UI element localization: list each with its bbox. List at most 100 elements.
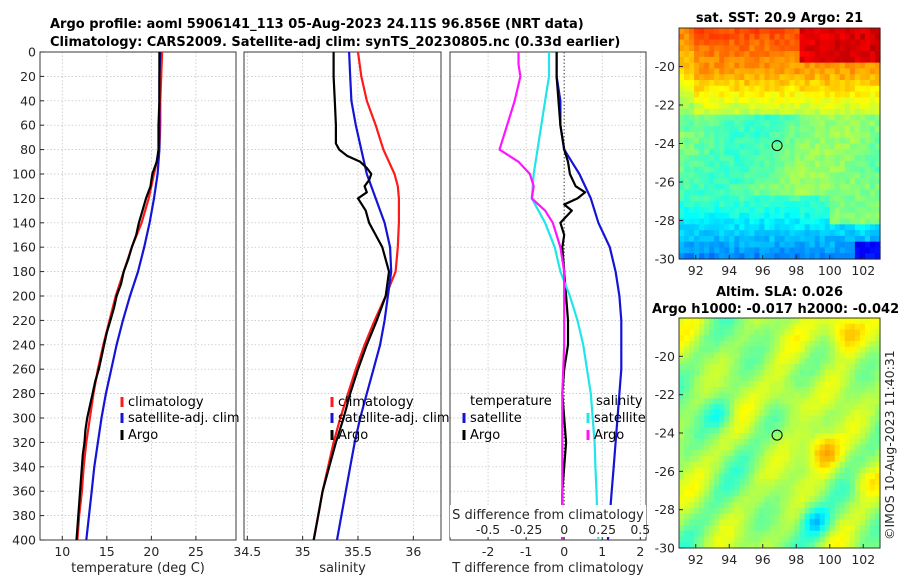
map-cell bbox=[799, 467, 806, 474]
map-cell bbox=[839, 189, 846, 197]
map-y-tick-label: -30 bbox=[655, 252, 675, 267]
map-cell bbox=[734, 74, 740, 81]
map-cell bbox=[794, 542, 801, 549]
map-cell bbox=[844, 335, 851, 342]
map-cell bbox=[809, 155, 816, 162]
map-cell bbox=[809, 502, 816, 509]
map-cell bbox=[754, 525, 761, 532]
map-cell bbox=[764, 103, 771, 110]
map-cell bbox=[814, 230, 821, 237]
map-cell bbox=[819, 341, 826, 348]
map-cell bbox=[749, 126, 755, 133]
map-cell bbox=[774, 479, 781, 486]
map-cell bbox=[869, 513, 876, 520]
map-cell bbox=[819, 444, 826, 451]
map-cell bbox=[684, 79, 690, 87]
map-cell bbox=[829, 496, 836, 503]
map-cell bbox=[839, 398, 846, 405]
map-cell bbox=[819, 235, 826, 243]
map-cell bbox=[689, 318, 695, 325]
map-cell bbox=[819, 358, 826, 365]
map-cell bbox=[829, 207, 836, 214]
map-cell bbox=[839, 120, 846, 127]
map-cell bbox=[799, 74, 806, 81]
map-cell bbox=[709, 404, 715, 411]
map-cell bbox=[714, 479, 720, 486]
map-cell bbox=[869, 79, 876, 87]
map-cell bbox=[774, 235, 781, 243]
map-cell bbox=[769, 91, 776, 98]
map-cell bbox=[869, 224, 876, 231]
map-cell bbox=[764, 525, 771, 532]
map-cell bbox=[739, 166, 745, 173]
map-cell bbox=[699, 375, 705, 382]
map-cell bbox=[734, 149, 740, 156]
map-cell bbox=[854, 224, 861, 231]
map-cell bbox=[784, 85, 791, 93]
map-cell bbox=[774, 85, 781, 93]
map-cell bbox=[764, 323, 771, 331]
map-cell bbox=[834, 427, 841, 434]
map-cell bbox=[839, 178, 846, 185]
map-cell bbox=[729, 143, 735, 150]
map-cell bbox=[739, 97, 745, 104]
map-cell bbox=[824, 323, 831, 331]
map-cell bbox=[714, 155, 720, 162]
map-cell bbox=[829, 79, 836, 87]
map-cell bbox=[759, 33, 766, 41]
map-cell bbox=[729, 421, 735, 428]
map-cell bbox=[679, 189, 685, 197]
map-cell bbox=[809, 120, 816, 127]
map-cell bbox=[759, 507, 766, 515]
map-cell bbox=[829, 444, 836, 451]
map-cell bbox=[689, 387, 695, 394]
map-cell bbox=[699, 183, 705, 191]
map-cell bbox=[724, 410, 730, 417]
map-cell bbox=[764, 364, 771, 371]
map-cell bbox=[829, 235, 836, 243]
map-cell bbox=[694, 415, 700, 423]
map-cell bbox=[779, 364, 786, 371]
map-cell bbox=[779, 398, 786, 405]
map-cell bbox=[799, 172, 806, 179]
map-cell bbox=[814, 195, 821, 202]
map-cell bbox=[874, 461, 881, 469]
map-cell bbox=[869, 195, 876, 202]
map-cell bbox=[819, 335, 826, 342]
map-cell bbox=[859, 404, 866, 411]
map-cell bbox=[774, 212, 781, 220]
map-cell bbox=[804, 387, 811, 394]
map-cell bbox=[869, 542, 876, 549]
map-cell bbox=[739, 415, 745, 423]
map-cell bbox=[679, 131, 685, 139]
map-cell bbox=[759, 62, 766, 70]
map-cell bbox=[689, 542, 695, 549]
map-cell bbox=[734, 201, 740, 208]
map-cell bbox=[689, 364, 695, 371]
map-cell bbox=[749, 467, 755, 474]
map-cell bbox=[764, 352, 771, 359]
map-cell bbox=[814, 352, 821, 359]
map-y-tick-label: -24 bbox=[655, 426, 675, 441]
map-cell bbox=[789, 404, 796, 411]
map-y-tick-label: -28 bbox=[655, 502, 675, 517]
map-cell bbox=[824, 207, 831, 214]
map-cell bbox=[679, 490, 685, 497]
map-cell bbox=[729, 496, 735, 503]
map-cell bbox=[829, 387, 836, 394]
map-cell bbox=[819, 28, 826, 35]
map-cell bbox=[804, 45, 811, 52]
map-cell bbox=[814, 467, 821, 474]
map-cell bbox=[769, 79, 776, 87]
map-cell bbox=[864, 542, 871, 549]
map-cell bbox=[799, 484, 806, 492]
map-cell bbox=[699, 253, 705, 260]
map-cell bbox=[784, 149, 791, 156]
map-cell bbox=[724, 530, 730, 538]
map-cell bbox=[744, 126, 750, 133]
map-cell bbox=[799, 352, 806, 359]
map-cell bbox=[704, 490, 710, 497]
map-cell bbox=[779, 513, 786, 520]
map-cell bbox=[684, 97, 690, 104]
map-cell bbox=[694, 421, 700, 428]
